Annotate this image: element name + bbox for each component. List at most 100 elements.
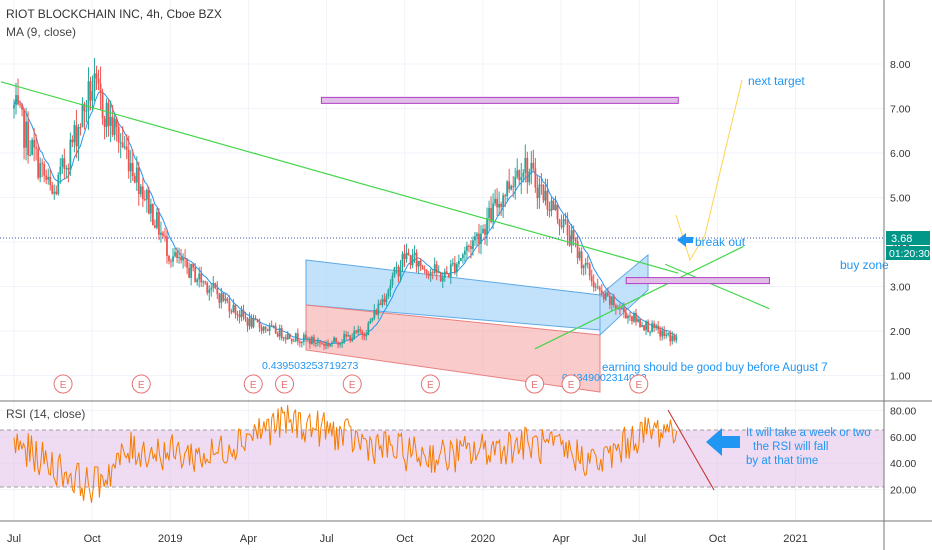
candle-body <box>194 267 197 283</box>
candle-body <box>162 232 164 236</box>
candle-body <box>240 309 243 318</box>
candle-body <box>172 256 174 262</box>
candle-body <box>63 158 66 169</box>
candle-body <box>141 186 144 200</box>
candle-body <box>53 191 56 194</box>
rsi-tick-label: 40.00 <box>890 458 916 470</box>
candle-body <box>443 271 446 278</box>
candle-body <box>97 78 100 84</box>
time-tick-label: Oct <box>709 533 726 545</box>
candle-body <box>164 235 166 237</box>
candle-body <box>71 139 74 143</box>
buy-zone-label: buy zone <box>840 258 889 272</box>
candle-body <box>417 260 420 267</box>
candle-body <box>365 334 368 337</box>
candle-body <box>284 337 287 340</box>
candle-body <box>478 233 480 244</box>
trendline <box>534 245 744 350</box>
candle-body <box>69 139 72 170</box>
candle-body <box>198 273 201 280</box>
candle-body <box>635 312 637 322</box>
earnings-marker-icon <box>131 374 151 394</box>
candle-body <box>274 325 277 334</box>
candle-body <box>651 323 654 332</box>
candle-body <box>544 190 547 201</box>
earnings-marker-label: E <box>635 380 642 391</box>
candle-body <box>73 125 76 143</box>
candle-body <box>226 298 229 302</box>
candle-body <box>101 93 104 119</box>
candle-body <box>236 314 239 316</box>
candle-body <box>671 335 674 342</box>
candle-body <box>262 326 265 331</box>
candle-body <box>252 318 255 328</box>
candle-body <box>353 330 356 339</box>
candle-body <box>500 203 503 208</box>
rsi-tick-label: 60.00 <box>890 432 916 444</box>
candle-body <box>445 271 448 275</box>
candle-body <box>45 175 48 180</box>
candle-body <box>51 185 54 194</box>
earnings-marker-label: E <box>531 380 538 391</box>
candle-body <box>540 184 543 186</box>
time-tick-label: 2020 <box>471 533 495 545</box>
candle-body <box>294 333 297 341</box>
candle-body <box>232 304 235 313</box>
candle-body <box>268 325 271 331</box>
candle-body <box>437 272 440 274</box>
countdown-badge-text: 01:20:30 <box>889 248 930 260</box>
candle-body <box>131 163 134 177</box>
candle-body <box>621 307 623 310</box>
earnings-marker-label: E <box>568 380 575 391</box>
candle-body <box>347 335 350 337</box>
candle-body <box>546 190 549 210</box>
candle-body <box>449 264 452 277</box>
candle-body <box>649 331 651 333</box>
candle-body <box>659 329 662 337</box>
rsi-note-2: the RSI will fall <box>753 441 828 453</box>
candle-body <box>623 307 625 313</box>
candle-body <box>629 315 631 317</box>
time-tick-label: Apr <box>552 533 569 545</box>
candle-body <box>309 338 311 344</box>
candle-body <box>317 341 319 344</box>
candle-body <box>83 103 86 112</box>
candle-body <box>67 168 70 170</box>
candle-body <box>655 325 658 328</box>
candle-body <box>526 157 529 183</box>
candle-body <box>606 292 609 296</box>
candle-body <box>393 267 396 277</box>
time-tick-label: Jul <box>7 533 21 545</box>
candle-body <box>117 127 120 143</box>
candle-body <box>23 109 25 148</box>
candle-body <box>311 336 313 344</box>
candle-body <box>383 298 386 303</box>
price-tick-label: 8.00 <box>890 59 911 71</box>
candle-body <box>528 171 531 183</box>
price-zone <box>320 96 679 104</box>
candle-body <box>304 334 307 339</box>
candle-body <box>256 319 259 323</box>
candle-body <box>363 334 366 337</box>
time-tick-label: Apr <box>240 533 257 545</box>
candle-body <box>564 219 567 222</box>
earnings-marker-icon <box>275 374 294 394</box>
candle-body <box>661 330 664 337</box>
candle-body <box>149 204 152 214</box>
candle-body <box>31 139 34 155</box>
break-out-arrow-icon <box>677 233 693 247</box>
candle-body <box>61 158 64 167</box>
earnings-marker-icon <box>420 374 440 394</box>
candle-body <box>550 200 553 211</box>
rsi-projection-line <box>667 409 715 491</box>
candle-body <box>216 288 219 295</box>
candle-body <box>300 341 303 344</box>
candle-body <box>411 255 414 266</box>
candle-body <box>196 279 199 283</box>
candle-body <box>556 204 559 220</box>
candle-body <box>675 336 678 341</box>
candle-body <box>166 236 168 256</box>
candle-body <box>335 337 337 343</box>
candle-body <box>93 73 96 92</box>
